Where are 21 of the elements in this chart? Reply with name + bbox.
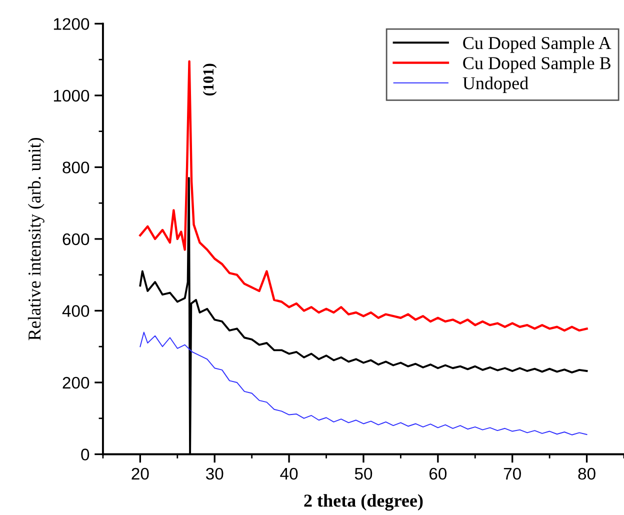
legend-label: Cu Doped Sample B xyxy=(463,56,610,73)
y-tick-label: 400 xyxy=(62,305,90,317)
line-series xyxy=(140,332,588,436)
legend-label: Undoped xyxy=(462,76,528,94)
x-tick-label: 30 xyxy=(206,468,224,480)
x-tick-label: 60 xyxy=(429,468,447,480)
annotation: (101) xyxy=(202,64,217,96)
x-tick-label: 40 xyxy=(280,468,298,480)
y-tick-label: 200 xyxy=(62,376,90,389)
y-tick-label: 0 xyxy=(81,448,90,460)
x-tick-label: 80 xyxy=(578,468,596,480)
y-tick-label: 600 xyxy=(62,233,90,246)
legend-label: Cu Doped Sample A xyxy=(463,36,612,53)
x-axis-title: 2 theta (degree) xyxy=(304,494,423,511)
x-tick-label: 70 xyxy=(504,468,521,480)
x-tick-label: 20 xyxy=(132,468,149,480)
y-axis-title: Relative intensity (arb. unit) xyxy=(28,138,44,340)
y-tick-label: 1200 xyxy=(54,18,90,30)
y-tick-label: 1000 xyxy=(54,90,90,102)
x-tick-label: 50 xyxy=(354,468,372,480)
y-tick-label: 800 xyxy=(62,162,90,174)
